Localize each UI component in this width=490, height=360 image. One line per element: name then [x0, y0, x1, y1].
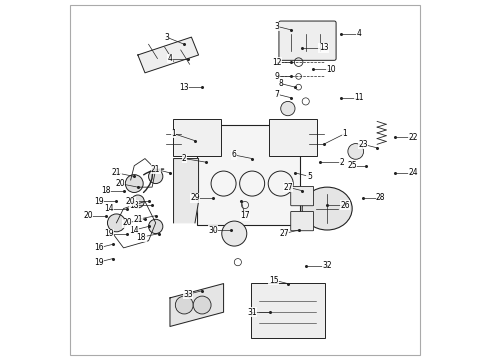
Text: 24: 24 [408, 168, 417, 177]
Circle shape [348, 144, 364, 159]
Circle shape [125, 175, 143, 193]
Text: 14: 14 [104, 204, 114, 213]
Text: 19: 19 [94, 258, 103, 267]
Circle shape [148, 219, 163, 234]
Circle shape [281, 102, 295, 116]
Text: 3: 3 [164, 33, 169, 42]
Text: 7: 7 [275, 90, 280, 99]
Text: 21: 21 [133, 215, 143, 224]
FancyBboxPatch shape [197, 125, 300, 225]
FancyBboxPatch shape [279, 21, 336, 60]
Text: 18: 18 [137, 233, 146, 242]
Text: 5: 5 [307, 172, 312, 181]
Text: 17: 17 [240, 211, 250, 220]
Text: 8: 8 [278, 79, 283, 88]
Text: 20: 20 [83, 211, 93, 220]
Circle shape [222, 221, 247, 246]
Text: 6: 6 [232, 150, 237, 159]
Text: 10: 10 [326, 65, 336, 74]
Text: 16: 16 [94, 243, 103, 252]
Text: 26: 26 [340, 201, 350, 210]
Text: 18: 18 [101, 186, 110, 195]
Text: 28: 28 [376, 193, 386, 202]
Text: 25: 25 [347, 161, 357, 170]
Text: 1: 1 [171, 129, 176, 138]
Text: 27: 27 [279, 229, 289, 238]
Text: 33: 33 [183, 290, 193, 299]
Text: 31: 31 [247, 308, 257, 317]
Text: 29: 29 [190, 193, 200, 202]
Polygon shape [170, 284, 223, 327]
Text: 19: 19 [104, 229, 114, 238]
Circle shape [107, 214, 125, 232]
Ellipse shape [302, 187, 352, 230]
Text: 32: 32 [322, 261, 332, 270]
Circle shape [131, 195, 144, 208]
Text: 20: 20 [122, 219, 132, 228]
Text: 12: 12 [272, 58, 282, 67]
Text: 30: 30 [208, 225, 218, 234]
Text: 21: 21 [112, 168, 121, 177]
FancyBboxPatch shape [251, 283, 325, 338]
FancyBboxPatch shape [270, 118, 317, 156]
FancyBboxPatch shape [173, 118, 220, 156]
Circle shape [193, 296, 211, 314]
Text: 4: 4 [357, 29, 362, 38]
Text: 3: 3 [275, 22, 280, 31]
Text: 1: 1 [343, 129, 347, 138]
Text: 27: 27 [283, 183, 293, 192]
Text: 13: 13 [179, 83, 189, 92]
FancyBboxPatch shape [291, 186, 314, 206]
Text: 14: 14 [129, 225, 139, 234]
Text: 11: 11 [355, 93, 364, 102]
FancyBboxPatch shape [291, 211, 314, 231]
Text: 20: 20 [115, 179, 125, 188]
Text: 9: 9 [275, 72, 280, 81]
Text: 4: 4 [168, 54, 172, 63]
Text: 21: 21 [151, 165, 160, 174]
Polygon shape [173, 158, 198, 223]
Text: 18: 18 [129, 201, 139, 210]
Text: 23: 23 [358, 140, 368, 149]
Text: 22: 22 [408, 132, 417, 141]
Circle shape [148, 169, 163, 184]
Circle shape [175, 296, 193, 314]
Text: 2: 2 [182, 154, 187, 163]
Text: 19: 19 [94, 197, 103, 206]
Text: 13: 13 [319, 43, 328, 52]
Polygon shape [138, 37, 198, 73]
Text: 15: 15 [269, 275, 278, 284]
Text: 2: 2 [339, 158, 344, 167]
Text: 20: 20 [126, 197, 136, 206]
